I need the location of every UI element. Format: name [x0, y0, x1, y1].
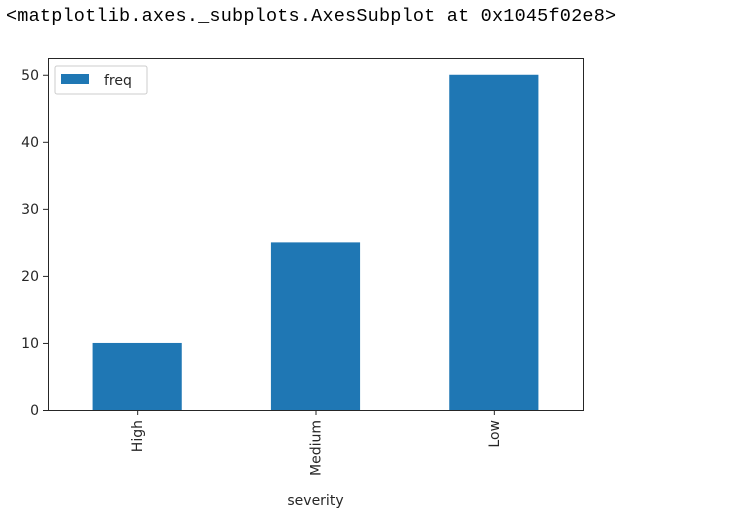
y-tick-label: 10 [21, 336, 39, 352]
legend: freq [54, 65, 148, 95]
y-tick-label: 50 [21, 68, 39, 84]
bar-low [449, 74, 539, 410]
y-tick-label: 30 [21, 202, 39, 218]
axes-frame [48, 58, 584, 411]
x-tick-label-medium: Medium [309, 420, 325, 476]
legend-swatch [61, 74, 89, 84]
y-tick-label: 0 [30, 403, 39, 419]
y-tick-label: 20 [21, 269, 39, 285]
bar-high [92, 342, 182, 410]
x-tick-label-high: High [130, 420, 146, 452]
legend-box [54, 65, 148, 95]
x-axis: High Medium Low [130, 410, 503, 476]
bars-layer [92, 74, 539, 410]
x-tick-label-low: Low [487, 420, 503, 448]
legend-label: freq [104, 73, 132, 89]
y-axis: 0 10 20 30 40 50 [21, 68, 48, 419]
y-tick-label: 40 [21, 135, 39, 151]
x-axis-title: severity [287, 493, 343, 509]
cell-output-repr: <matplotlib.axes._subplots.AxesSubplot a… [6, 6, 617, 27]
bar-medium [270, 242, 361, 410]
